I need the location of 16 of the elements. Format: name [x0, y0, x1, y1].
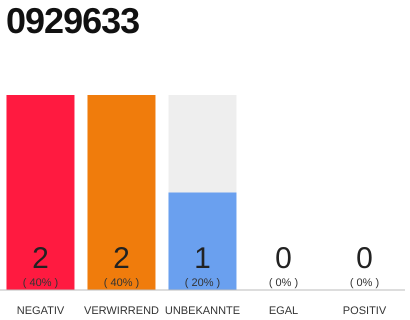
data-label: 0	[356, 242, 373, 275]
annotation: ( 0% )	[268, 277, 298, 289]
annotation: ( 0% )	[350, 277, 380, 289]
annotation: ( 20% )	[184, 277, 220, 289]
x-tick-label: UNBEKANNTE	[164, 305, 240, 317]
x-tick-label: EGAL	[268, 305, 298, 317]
data-label: 2	[32, 242, 49, 275]
data-label: 1	[194, 242, 211, 275]
data-label: 2	[113, 242, 130, 275]
chart-title: 0929633	[6, 0, 140, 42]
x-tick-label: POSITIV	[342, 305, 387, 317]
annotation: ( 40% )	[22, 277, 58, 289]
annotation: ( 40% )	[104, 277, 140, 289]
data-label: 0	[275, 242, 292, 275]
x-tick-label: NEGATIV	[16, 305, 65, 317]
x-tick-label: VERWIRREND	[84, 305, 160, 317]
